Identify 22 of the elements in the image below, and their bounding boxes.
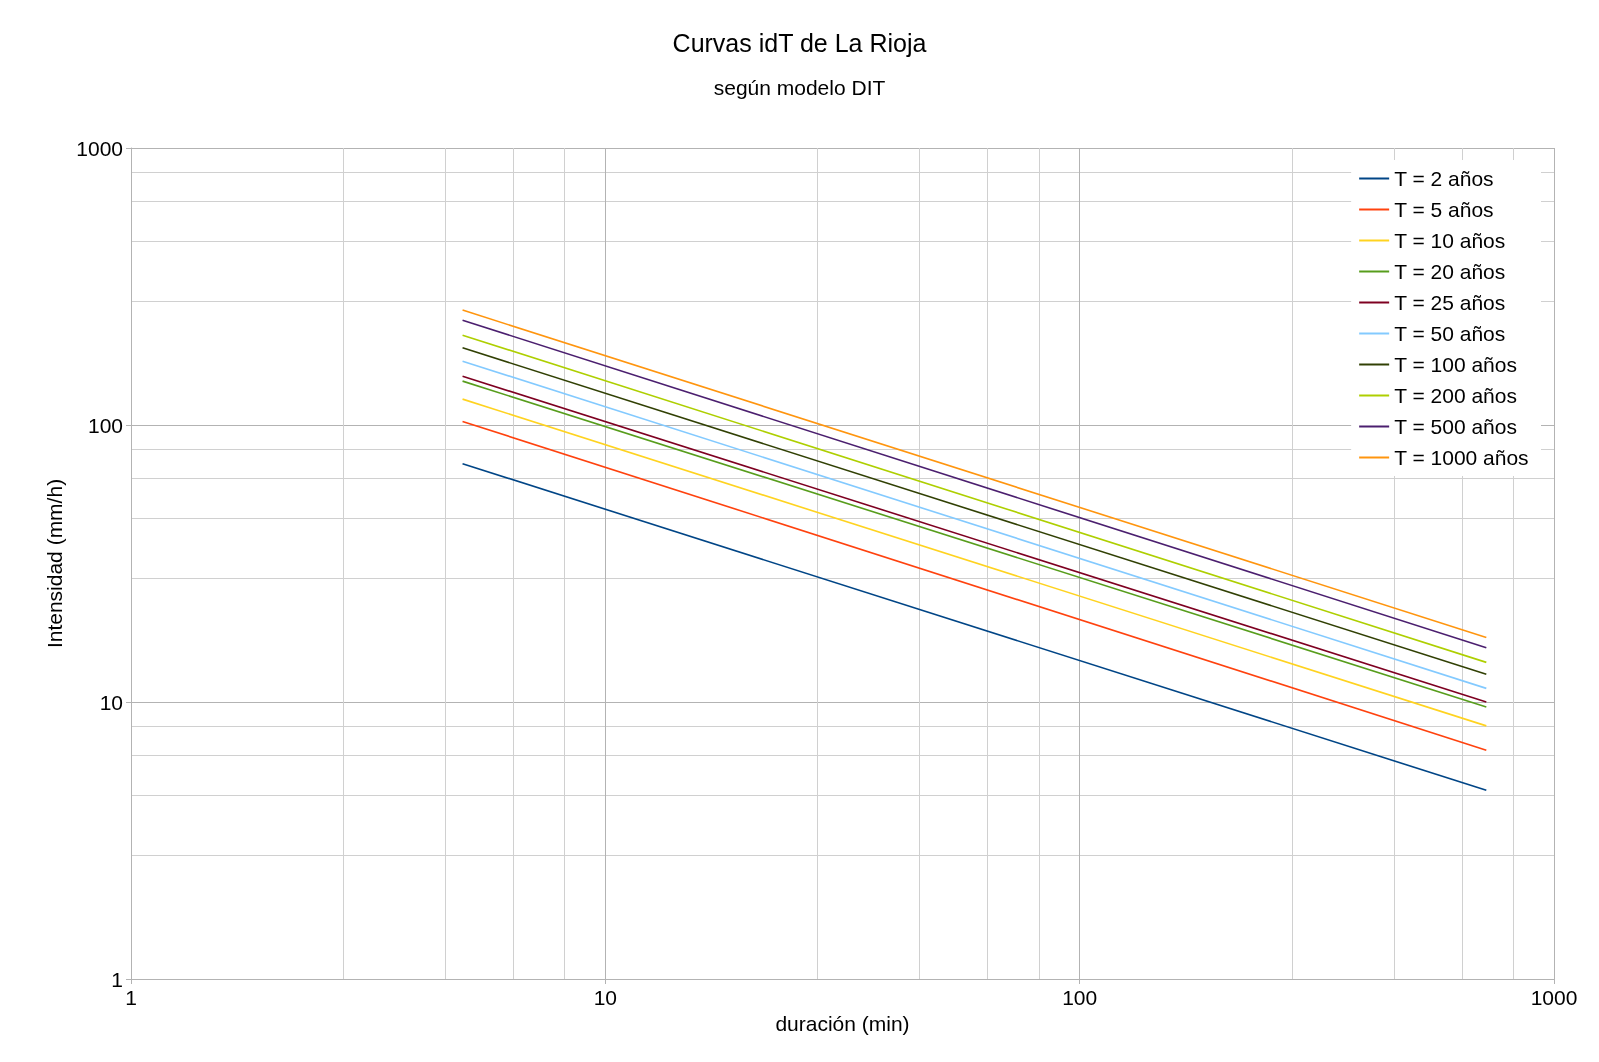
y-axis-title: Intensidad (mm/h) (43, 478, 67, 649)
x-tick-label: 1000 (1530, 986, 1578, 1009)
legend-label: T = 100 años (1394, 353, 1517, 376)
chart-subtitle: según modelo DIT (713, 76, 886, 99)
x-tick-label: 100 (1062, 986, 1098, 1009)
x-axis-title: duración (min) (775, 1011, 910, 1035)
legend-label: T = 200 años (1394, 384, 1517, 407)
legend-label: T = 5 años (1394, 198, 1494, 221)
y-tick-label: 1 (111, 967, 123, 991)
legend-label: T = 1000 años (1394, 446, 1529, 469)
legend-label: T = 20 años (1394, 260, 1506, 283)
x-tick-label: 1 (125, 986, 137, 1009)
legend-label: T = 25 años (1394, 291, 1506, 314)
legend-label: T = 10 años (1394, 229, 1506, 252)
legend-label: T = 500 años (1394, 415, 1517, 438)
legend-label: T = 50 años (1394, 322, 1506, 345)
y-tick-label: 100 (87, 413, 123, 437)
y-tick-label: 10 (99, 690, 123, 714)
x-tick-label: 10 (593, 986, 618, 1009)
legend-label: T = 2 años (1394, 167, 1494, 190)
chart-title: Curvas idT de La Rioja (672, 28, 927, 57)
y-tick-label: 1000 (76, 136, 123, 160)
